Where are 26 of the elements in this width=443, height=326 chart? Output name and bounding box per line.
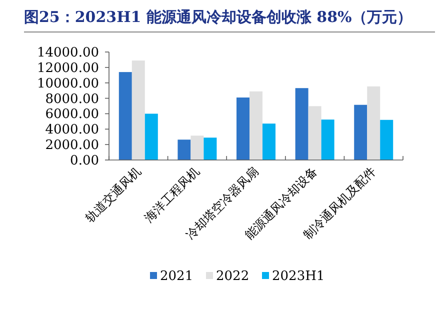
bar (250, 91, 262, 160)
legend-label: 2021 (160, 269, 194, 284)
bar (204, 138, 217, 160)
bar (178, 140, 191, 160)
bar (308, 106, 322, 160)
bar (190, 136, 204, 160)
y-tick-label: 4000.00 (45, 122, 99, 138)
bar (354, 104, 368, 160)
bar (321, 120, 334, 160)
legend-label: 2023H1 (272, 269, 325, 284)
bar (262, 124, 276, 160)
bar (236, 98, 250, 160)
y-tick-label: 12000.00 (36, 60, 99, 76)
bar (118, 72, 132, 160)
bar (144, 114, 158, 160)
legend-label: 2022 (216, 269, 250, 284)
y-tick-label: 6000.00 (45, 107, 99, 122)
y-tick-label: 14000.00 (36, 46, 99, 60)
bar (367, 86, 380, 160)
y-tick-label: 8000.00 (45, 92, 99, 107)
chart-title: 图25：2023H1 能源通风冷却设备创收涨 88%（万元） (24, 8, 412, 26)
bar (295, 88, 308, 160)
y-tick-label: 10000.00 (36, 76, 99, 92)
y-tick-label: 2000.00 (45, 138, 99, 154)
bar (380, 120, 394, 160)
bar (132, 60, 145, 160)
